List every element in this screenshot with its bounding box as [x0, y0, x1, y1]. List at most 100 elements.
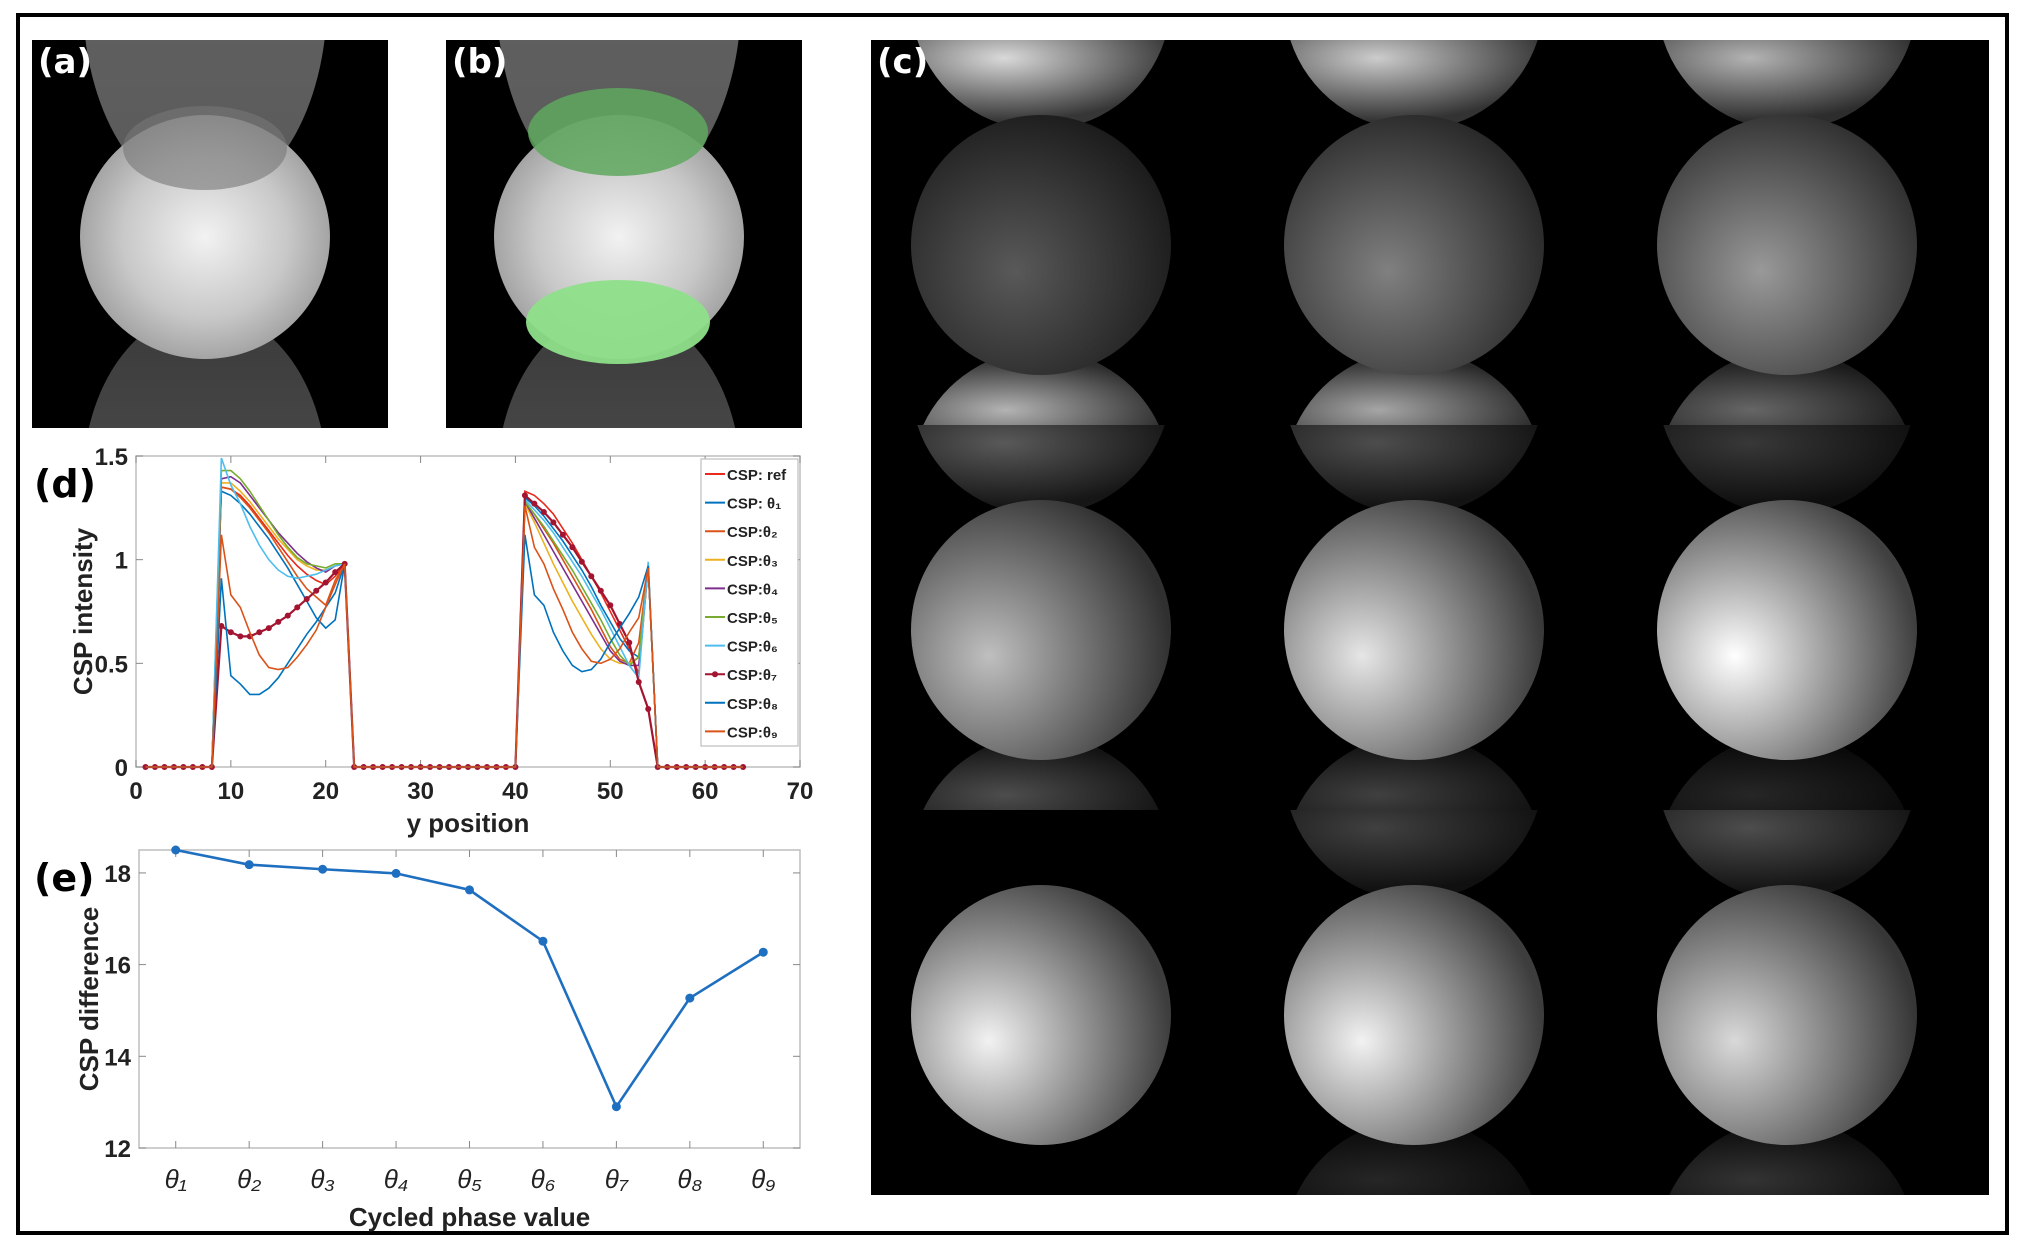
- series-point: [635, 678, 642, 685]
- series-point: [578, 558, 585, 565]
- legend-entry: CSP:θ₉: [727, 724, 778, 741]
- data-point: [758, 947, 768, 957]
- y-tick-label: 18: [104, 861, 131, 888]
- y-tick-label: 14: [104, 1044, 131, 1071]
- data-point: [465, 885, 474, 895]
- legend-entry: CSP:θ₂: [727, 524, 778, 541]
- x-tick-label: θ₂: [237, 1164, 261, 1194]
- phase-cycled-image-tile: [1617, 40, 1989, 425]
- x-tick-label: 30: [407, 778, 434, 805]
- phantom-image-a: [80, 40, 330, 428]
- panel-b-label: (b): [452, 42, 508, 82]
- x-axis-label: Cycled phase value: [349, 1202, 590, 1232]
- data-point: [685, 993, 695, 1003]
- series-point: [237, 633, 244, 640]
- legend-marker: [712, 671, 718, 678]
- legend-entry: CSP:θ₆: [727, 639, 778, 656]
- series-point: [332, 569, 339, 576]
- x-tick-label: θ₃: [310, 1164, 334, 1194]
- legend-box: [700, 458, 799, 747]
- plot-d-axes-box: [135, 455, 801, 768]
- y-tick-label: 0.5: [95, 651, 128, 678]
- series-point: [294, 604, 301, 611]
- plot-e-axes-box: [138, 849, 801, 1149]
- panel-a-image: (a): [32, 40, 388, 428]
- legend-entry: CSP:θ₇: [727, 667, 777, 684]
- data-point: [538, 936, 548, 946]
- series-point: [559, 531, 566, 538]
- x-tick-label: θ₁: [165, 1164, 187, 1194]
- series-point: [265, 625, 272, 632]
- y-tick-label: 1.5: [95, 444, 128, 471]
- x-axis-label: y position: [407, 808, 530, 838]
- phase-cycled-image-tile: [871, 810, 1244, 1195]
- data-point: [244, 860, 254, 870]
- y-axis-label: CSP intensity: [68, 527, 98, 695]
- x-tick-label: θ₈: [677, 1164, 702, 1194]
- series-point: [588, 573, 595, 580]
- series-point: [645, 705, 652, 712]
- x-tick-label: θ₄: [384, 1164, 409, 1194]
- x-tick-label: 40: [502, 778, 529, 805]
- panel-e-label: (e): [34, 856, 95, 900]
- panel-c-label: (c): [877, 42, 929, 82]
- x-tick-label: θ₉: [751, 1164, 775, 1194]
- series-point: [521, 492, 528, 499]
- legend-entry: CSP: ref: [727, 467, 787, 484]
- phase-cycled-image-tile: [871, 425, 1244, 810]
- y-tick-label: 16: [104, 953, 131, 980]
- series-point: [531, 500, 538, 507]
- y-axis-label: CSP difference: [74, 907, 104, 1091]
- legend-entry: CSP: θ₁: [727, 496, 781, 513]
- data-point: [171, 845, 181, 855]
- y-tick-label: 0: [115, 755, 128, 782]
- series-point: [218, 623, 225, 630]
- legend-entry: CSP:θ₄: [727, 581, 778, 598]
- panel-d-label: (d): [34, 462, 96, 506]
- series-point: [550, 519, 557, 526]
- data-point: [391, 868, 401, 878]
- series-point: [322, 579, 329, 586]
- series-point: [227, 629, 234, 636]
- x-tick-label: 50: [597, 778, 624, 805]
- legend-entry: CSP:θ₃: [727, 553, 778, 570]
- x-tick-label: θ₇: [605, 1164, 629, 1194]
- phase-cycled-image-tile: [1617, 425, 1989, 810]
- y-tick-label: 12: [104, 1136, 131, 1163]
- x-tick-label: 20: [312, 778, 339, 805]
- figure-frame: [16, 13, 2009, 1235]
- series-line: [145, 505, 744, 768]
- series-point: [313, 587, 320, 594]
- data-point: [611, 1102, 621, 1112]
- phase-cycled-image-tile: [871, 40, 1244, 425]
- panel-c-image-grid: (c): [871, 40, 1989, 1195]
- series-point: [626, 639, 633, 646]
- legend-entry: CSP:θ₈: [727, 696, 778, 713]
- x-tick-label: θ₆: [531, 1164, 556, 1194]
- panel-a-label: (a): [38, 42, 93, 82]
- phase-cycled-image-tile: [1244, 40, 1617, 425]
- x-tick-label: θ₅: [457, 1164, 482, 1194]
- phase-cycled-image-tile: [1244, 810, 1617, 1195]
- x-tick-label: 70: [787, 778, 814, 805]
- x-tick-label: 60: [692, 778, 719, 805]
- green-overlay-bottom: [526, 280, 710, 364]
- phantom-image-b: [494, 40, 744, 428]
- y-tick-label: 1: [115, 548, 128, 575]
- legend-entry: CSP:θ₅: [727, 610, 778, 627]
- series-point: [569, 544, 576, 551]
- series-point: [303, 596, 310, 603]
- series-point: [284, 612, 291, 619]
- series-point: [607, 602, 614, 609]
- series-point: [540, 508, 547, 515]
- series-point: [275, 618, 282, 625]
- green-overlay-top: [528, 88, 708, 176]
- series-point: [256, 629, 263, 636]
- x-tick-label: 10: [218, 778, 245, 805]
- series-point: [597, 587, 604, 594]
- data-point: [318, 864, 328, 874]
- x-tick-label: 0: [129, 778, 142, 805]
- panel-b-image: (b): [446, 40, 802, 428]
- phase-cycled-image-tile: [1617, 810, 1989, 1195]
